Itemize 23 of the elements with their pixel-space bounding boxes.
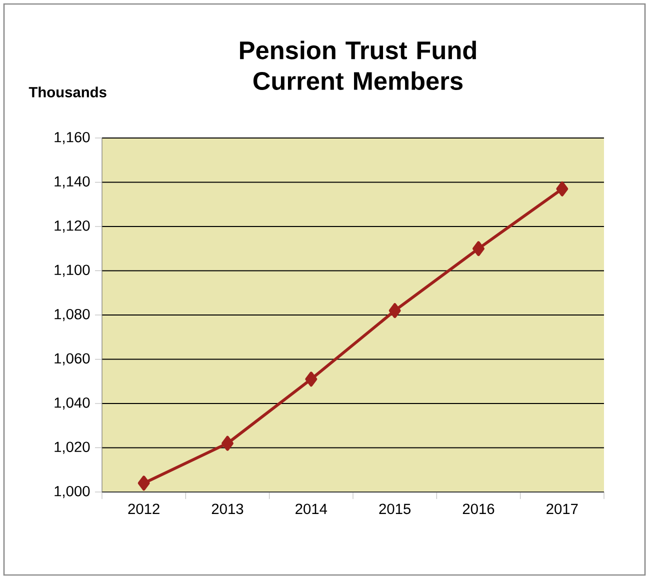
y-tick-label: 1,160 [54,132,90,144]
y-axis-title: Thousands [28,86,106,98]
y-tick-label: 1,080 [54,308,90,322]
y-tick-label: 1,060 [54,353,90,366]
point [556,181,568,196]
point [138,476,150,491]
x-tick-label: 2017 [546,504,578,514]
point [472,241,484,256]
y-tick-label: 1,140 [54,176,90,188]
x-tick-label: 2013 [212,504,244,514]
x-tick-label: 2016 [462,504,494,514]
point [222,436,234,451]
y-tick-label: 1,040 [54,397,90,410]
x-tick-label: 2015 [379,504,411,514]
point [388,303,401,318]
x-tick-label: 2012 [128,504,160,514]
y-tick-label: 1,020 [54,442,90,454]
y-tick-label: 1,120 [54,220,90,233]
x-tick-label: 2014 [296,504,328,514]
y-tick-label: 1,000 [54,486,90,498]
chart-title: Pension Trust Fund Current Members [240,40,476,90]
point [305,372,318,387]
y-tick-label: 1,100 [54,264,90,277]
